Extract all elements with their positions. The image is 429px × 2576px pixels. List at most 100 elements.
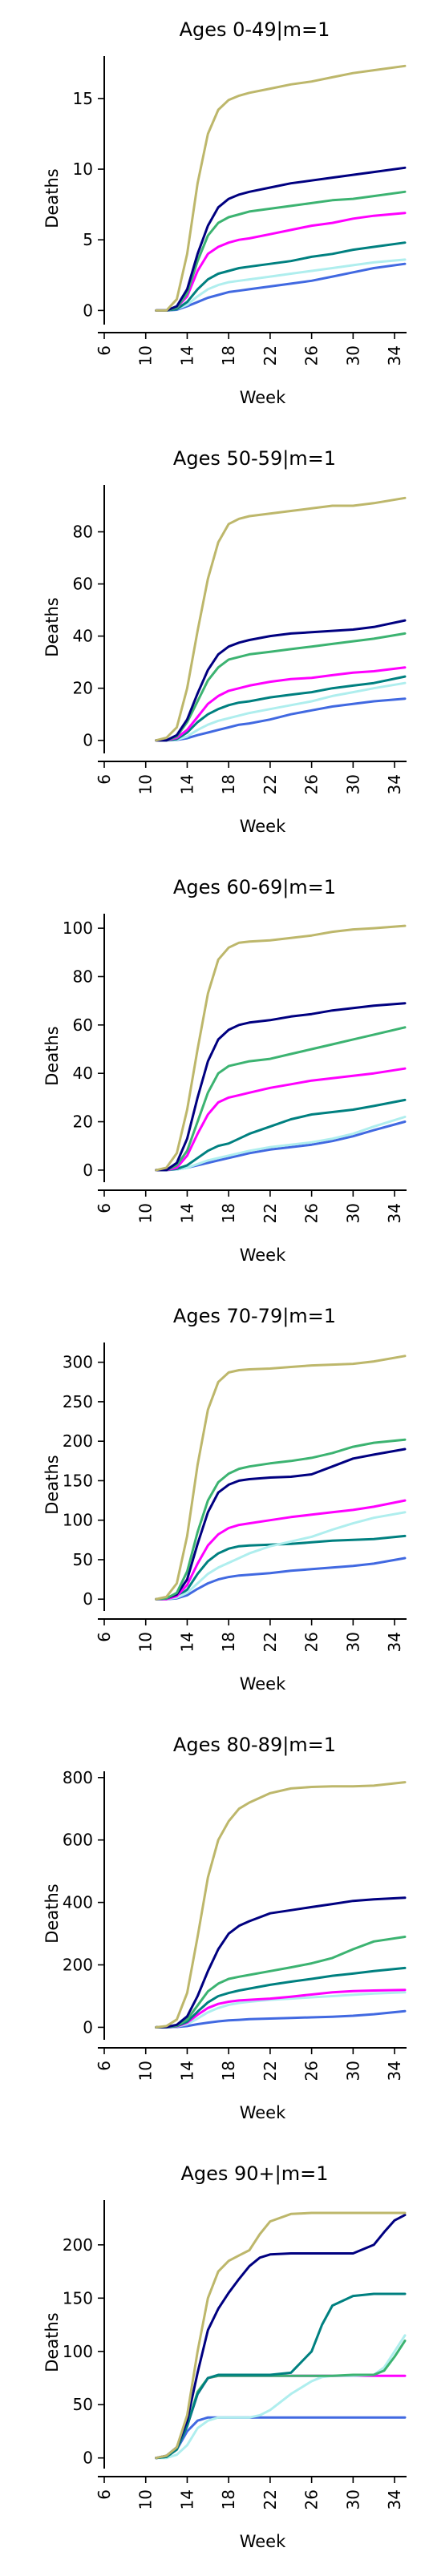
y-tick-label: 0 bbox=[83, 731, 93, 750]
y-axis-label: Deaths bbox=[42, 2312, 62, 2372]
x-tick-label: 14 bbox=[177, 774, 196, 794]
chart-panel-5: Ages 90+|m=1 0 50 100 150 200 6 10 14 18 22 26 30 34 W… bbox=[42, 2162, 407, 2551]
x-tick-label: 6 bbox=[95, 1632, 114, 1642]
x-tick-label: 14 bbox=[177, 1203, 196, 1223]
x-axis-label: Week bbox=[240, 388, 286, 407]
x-tick-label: 26 bbox=[302, 2061, 322, 2081]
series-line-5 bbox=[155, 1534, 407, 1601]
y-tick-label: 100 bbox=[63, 2342, 93, 2361]
x-tick-label: 22 bbox=[261, 2489, 280, 2509]
y-tick-label: 150 bbox=[63, 2288, 93, 2307]
x-axis-label: Week bbox=[240, 1246, 286, 1265]
series-line-0 bbox=[155, 496, 407, 742]
x-tick-label: 34 bbox=[385, 1632, 404, 1652]
series-line-0 bbox=[155, 2211, 407, 2460]
series-line-1 bbox=[155, 1896, 407, 2029]
series-line-2 bbox=[155, 632, 407, 742]
series-line-5 bbox=[155, 681, 407, 742]
series-line-0 bbox=[155, 64, 407, 312]
series-line-1 bbox=[155, 2214, 407, 2460]
x-tick-label: 34 bbox=[385, 345, 404, 365]
series-line-3 bbox=[155, 1067, 407, 1172]
y-tick-label: 100 bbox=[63, 1511, 93, 1530]
series-line-5 bbox=[155, 1116, 407, 1172]
x-tick-label: 18 bbox=[219, 774, 238, 794]
series-line-4 bbox=[155, 1098, 407, 1172]
x-tick-label: 10 bbox=[136, 1632, 156, 1652]
y-tick-label: 40 bbox=[73, 1064, 93, 1083]
chart-title: Ages 80-89|m=1 bbox=[173, 1734, 336, 1756]
x-tick-label: 10 bbox=[136, 2061, 156, 2081]
chart-title: Ages 60-69|m=1 bbox=[173, 876, 336, 898]
x-tick-label: 6 bbox=[95, 774, 114, 785]
series-line-1 bbox=[155, 166, 407, 312]
chart-panel-1: Ages 50-59|m=1 0 20 40 60 80 6 10 14 18 22 26 30 34 We… bbox=[42, 447, 407, 836]
chart-panel-2: Ages 60-69|m=1 0 20 40 60 80 100 6 10 14 18 22 26 30 3… bbox=[42, 876, 407, 1265]
x-tick-label: 14 bbox=[177, 2489, 196, 2509]
x-tick-label: 6 bbox=[95, 345, 114, 356]
x-tick-label: 34 bbox=[385, 774, 404, 794]
x-tick-label: 26 bbox=[302, 2489, 322, 2509]
series-line-1 bbox=[155, 1002, 407, 1172]
chart-title: Ages 90+|m=1 bbox=[180, 2162, 328, 2185]
y-tick-label: 200 bbox=[63, 2235, 93, 2255]
y-tick-label: 80 bbox=[73, 967, 93, 986]
x-tick-label: 18 bbox=[219, 1632, 238, 1652]
series-line-5 bbox=[155, 258, 407, 312]
series-line-4 bbox=[155, 1511, 407, 1601]
x-tick-label: 18 bbox=[219, 2061, 238, 2081]
x-tick-label: 26 bbox=[302, 345, 322, 365]
series-line-1 bbox=[155, 1438, 407, 1601]
x-tick-label: 22 bbox=[261, 774, 280, 794]
x-tick-label: 30 bbox=[343, 2061, 362, 2081]
x-tick-label: 6 bbox=[95, 1203, 114, 1213]
y-tick-label: 250 bbox=[63, 1392, 93, 1411]
x-tick-label: 10 bbox=[136, 2489, 156, 2509]
series-line-6 bbox=[155, 2009, 407, 2029]
chart-panel-0: Ages 0-49|m=1 0 5 10 15 6 10 14 18 22 26 30 34 Week De… bbox=[42, 18, 407, 407]
y-axis-label: Deaths bbox=[42, 597, 62, 656]
series-line-6 bbox=[155, 2416, 407, 2460]
x-tick-label: 30 bbox=[343, 2489, 362, 2509]
y-tick-label: 800 bbox=[63, 1768, 93, 1787]
series-line-3 bbox=[155, 1499, 407, 1601]
series-line-2 bbox=[155, 1936, 407, 2029]
y-tick-label: 20 bbox=[73, 1112, 93, 1132]
x-axis-label: Week bbox=[240, 817, 286, 836]
x-tick-label: 18 bbox=[219, 345, 238, 365]
y-tick-label: 40 bbox=[73, 627, 93, 646]
chart-title: Ages 0-49|m=1 bbox=[180, 18, 330, 41]
x-tick-label: 30 bbox=[343, 774, 362, 794]
chart-panel-4: Ages 80-89|m=1 0 200 400 600 800 6 10 14 18 22 26 30… bbox=[42, 1734, 407, 2122]
y-axis-label: Deaths bbox=[42, 1026, 62, 1085]
x-tick-label: 10 bbox=[136, 1203, 156, 1223]
x-tick-label: 6 bbox=[95, 2061, 114, 2071]
y-axis-label: Deaths bbox=[42, 1884, 62, 1943]
y-tick-label: 50 bbox=[73, 2395, 93, 2414]
y-tick-label: 50 bbox=[73, 1550, 93, 1569]
series-line-2 bbox=[155, 1447, 407, 1601]
x-tick-label: 14 bbox=[177, 2061, 196, 2081]
x-tick-label: 34 bbox=[385, 2061, 404, 2081]
x-axis-label: Week bbox=[240, 2532, 286, 2551]
series-line-2 bbox=[155, 2292, 407, 2460]
x-tick-label: 14 bbox=[177, 345, 196, 365]
y-tick-label: 300 bbox=[63, 1353, 93, 1372]
y-tick-label: 0 bbox=[83, 1161, 93, 1180]
y-tick-label: 0 bbox=[83, 1589, 93, 1609]
y-tick-label: 10 bbox=[73, 159, 93, 179]
x-tick-label: 30 bbox=[343, 1203, 362, 1223]
y-tick-label: 0 bbox=[83, 301, 93, 320]
y-tick-label: 20 bbox=[73, 679, 93, 698]
x-tick-label: 22 bbox=[261, 1632, 280, 1652]
series-line-3 bbox=[155, 666, 407, 742]
x-tick-label: 6 bbox=[95, 2489, 114, 2500]
x-tick-label: 26 bbox=[302, 1203, 322, 1223]
y-tick-label: 100 bbox=[63, 919, 93, 938]
series-line-0 bbox=[155, 1355, 407, 1601]
y-tick-label: 0 bbox=[83, 2449, 93, 2468]
series-line-2 bbox=[155, 1026, 407, 1172]
series-line-0 bbox=[155, 1781, 407, 2029]
series-line-3 bbox=[155, 1966, 407, 2029]
